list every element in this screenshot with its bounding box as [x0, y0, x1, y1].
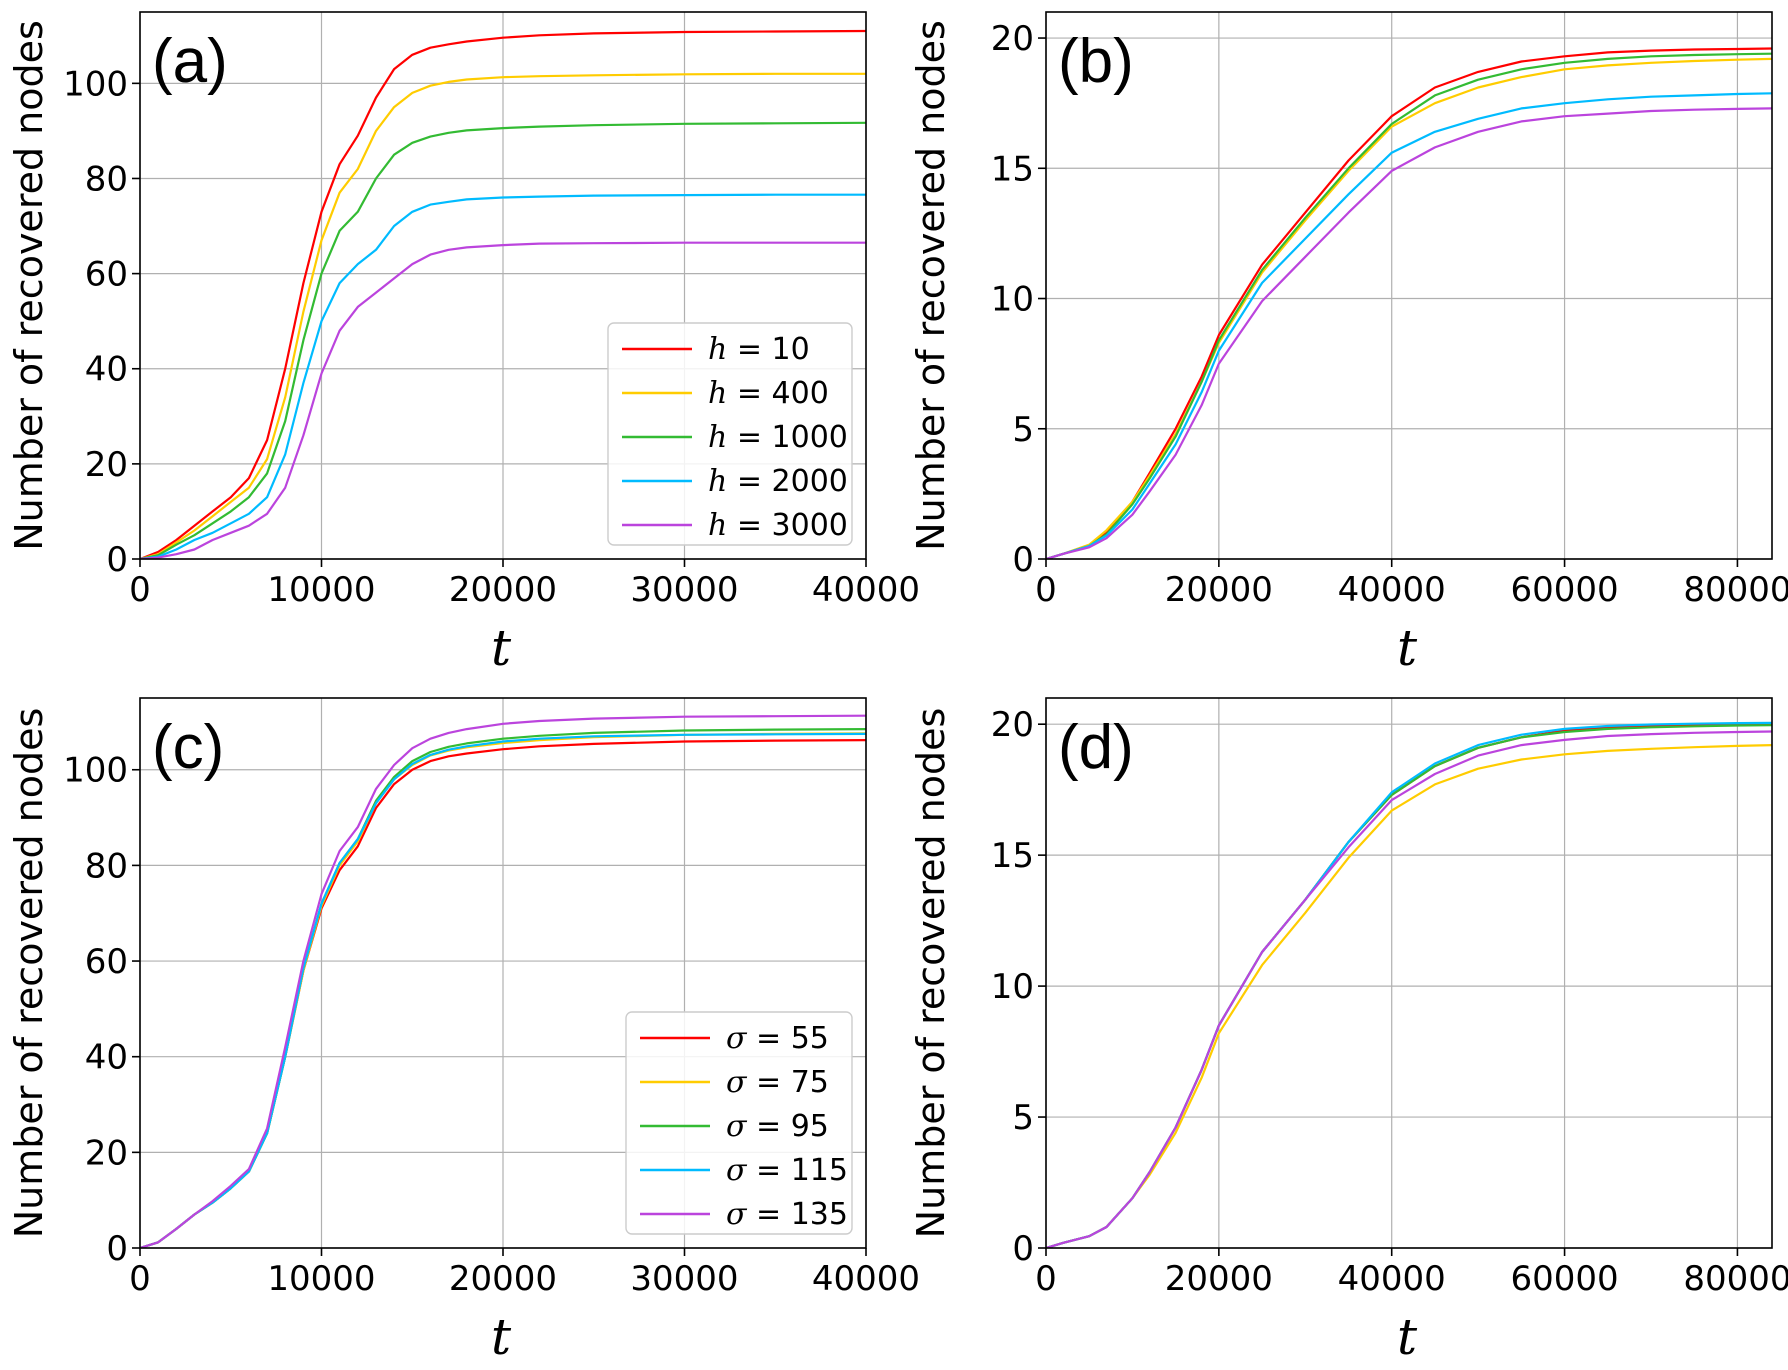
y-tick-label: 10 [991, 280, 1034, 320]
x-tick-label: 20000 [1165, 570, 1273, 610]
x-tick-label: 60000 [1510, 1259, 1618, 1299]
y-tick-label: 0 [106, 1229, 128, 1269]
legend-entry: h = 400 [708, 376, 829, 411]
y-tick-label: 40 [85, 350, 128, 390]
legend-box [607, 322, 853, 546]
y-tick-label: 60 [85, 255, 128, 295]
y-tick-label: 5 [1012, 410, 1034, 450]
x-tick-label: 0 [1035, 570, 1057, 610]
x-tick-label: 10000 [267, 1259, 375, 1299]
x-axis-label: t [1397, 1308, 1418, 1366]
x-tick-label: 20000 [449, 570, 557, 610]
y-axis-label: Number of recovered nodes [909, 20, 953, 551]
x-tick-label: 0 [1035, 1259, 1057, 1299]
y-tick-label: 80 [85, 159, 128, 199]
x-tick-label: 0 [129, 1259, 151, 1299]
series-line-2 [1046, 57, 1772, 559]
legend-entry: h = 10 [708, 332, 810, 367]
series-line-5 [140, 241, 866, 559]
legend: σ = 55 σ = 75 σ = 95 σ = 115 σ = 135 [625, 1011, 853, 1235]
y-tick-label: 20 [991, 705, 1034, 745]
y-tick-label: 0 [1012, 540, 1034, 580]
series-line-4 [1046, 721, 1772, 1248]
legend-box [625, 1011, 853, 1235]
y-tick-label: 15 [991, 149, 1034, 189]
x-tick-label: 0 [129, 570, 151, 610]
series-line-5 [140, 714, 866, 1248]
y-axis-label: Number of recovered nodes [909, 708, 953, 1239]
legend-entry: σ = 55 [726, 1021, 829, 1056]
panel-b: 0 20000 40000 60000 80000 0 5 10 15 20 t Number of … [909, 11, 1788, 677]
series-line-2 [140, 72, 866, 559]
y-tick-label: 100 [63, 64, 128, 104]
series-line-3 [1046, 52, 1772, 559]
legend-entry: h = 2000 [708, 464, 848, 499]
y-tick-label: 80 [85, 846, 128, 886]
panel-a: 0 10000 20000 30000 40000 0 20 40 60 80 100 t Number… [7, 11, 920, 677]
x-tick-label: 40000 [812, 1259, 920, 1299]
series-line-4 [140, 193, 866, 559]
y-tick-label: 100 [63, 751, 128, 791]
y-tick-label: 15 [991, 836, 1034, 876]
x-axis-label: t [491, 619, 512, 677]
panel-label: (d) [1058, 713, 1134, 782]
legend-entry: σ = 115 [726, 1153, 848, 1188]
legend-entry: h = 1000 [708, 420, 848, 455]
panel-label: (b) [1058, 27, 1134, 96]
x-axis-label: t [1397, 619, 1418, 677]
series-line-2 [1046, 743, 1772, 1248]
y-tick-label: 5 [1012, 1098, 1034, 1138]
x-tick-label: 80000 [1683, 1259, 1788, 1299]
series-line-5 [1046, 107, 1772, 559]
series-line-5 [1046, 730, 1772, 1248]
y-tick-label: 10 [991, 967, 1034, 1007]
y-tick-label: 20 [991, 19, 1034, 59]
x-tick-label: 40000 [1338, 570, 1446, 610]
y-tick-label: 20 [85, 1133, 128, 1173]
x-tick-label: 40000 [1338, 1259, 1446, 1299]
series-line-4 [1046, 92, 1772, 559]
y-tick-label: 40 [85, 1038, 128, 1078]
legend: h = 10 h = 400 h = 1000 h = 2000 h = 3000 [607, 322, 853, 546]
y-tick-label: 60 [85, 942, 128, 982]
series-line-4 [140, 732, 866, 1248]
x-axis-label: t [491, 1308, 512, 1366]
series-line-3 [140, 121, 866, 559]
plot-frame [1045, 697, 1773, 1249]
panel-label: (a) [152, 27, 228, 96]
x-tick-label: 40000 [812, 570, 920, 610]
panel-label: (c) [152, 713, 224, 782]
legend-entry: h = 3000 [708, 508, 848, 543]
x-tick-label: 80000 [1683, 570, 1788, 610]
x-tick-label: 10000 [267, 570, 375, 610]
legend-entry: σ = 95 [726, 1109, 829, 1144]
y-axis-label: Number of recovered nodes [7, 708, 51, 1239]
series-line-1 [140, 29, 866, 559]
y-tick-label: 0 [1012, 1229, 1034, 1269]
y-tick-label: 0 [106, 540, 128, 580]
x-tick-label: 20000 [1165, 1259, 1273, 1299]
x-tick-label: 60000 [1510, 570, 1618, 610]
panel-d: 0 20000 40000 60000 80000 0 5 10 15 20 t Number of … [909, 697, 1788, 1366]
x-tick-label: 20000 [449, 1259, 557, 1299]
x-tick-label: 30000 [630, 570, 738, 610]
legend-entry: σ = 75 [726, 1065, 829, 1100]
x-tick-label: 30000 [630, 1259, 738, 1299]
plot-frame [1045, 11, 1773, 560]
panel-c: 0 10000 20000 30000 40000 0 20 40 60 80 100 t Number… [7, 697, 920, 1366]
y-axis-label: Number of recovered nodes [7, 20, 51, 551]
y-tick-label: 20 [85, 445, 128, 485]
legend-entry: σ = 135 [726, 1197, 848, 1232]
